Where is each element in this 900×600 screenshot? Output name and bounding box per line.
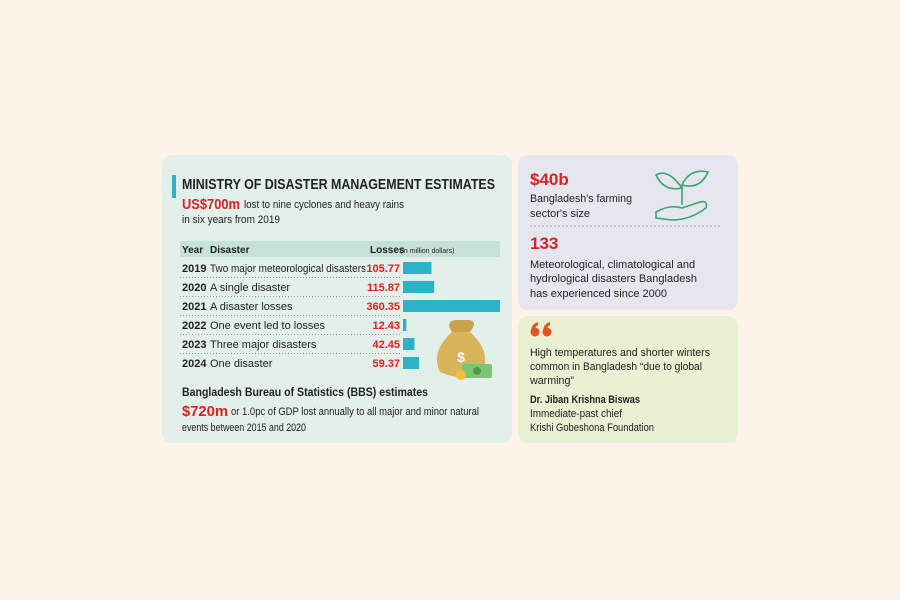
loss-value: 360.35 xyxy=(366,301,400,313)
loss-value: 59.37 xyxy=(372,358,400,370)
quote-text: warming” xyxy=(529,375,574,387)
column-header: Year xyxy=(182,245,203,256)
loss-bar xyxy=(403,338,415,350)
loss-value: 115.87 xyxy=(367,282,400,294)
left-panel xyxy=(162,155,512,443)
loss-bar xyxy=(403,281,435,293)
loss-value: 42.45 xyxy=(372,339,400,351)
loss-value: 105.77 xyxy=(366,263,400,275)
disaster: A single disaster xyxy=(210,282,290,294)
headline-text: in six years from 2019 xyxy=(182,214,280,226)
dollar-sign: $ xyxy=(457,349,465,365)
disasters-text: has experienced since 2000 xyxy=(530,288,667,300)
bottom-right-panel xyxy=(518,316,738,443)
accent-bar xyxy=(172,175,176,198)
disaster: Three major disasters xyxy=(210,339,317,351)
bbs-text: or 1.0pc of GDP lost annually to all maj… xyxy=(231,406,479,418)
farming-text: sector's size xyxy=(530,208,590,220)
plant-icon xyxy=(654,170,710,221)
quote-text: High temperatures and shorter winters xyxy=(530,347,710,359)
disasters-text: Meteorological, climatological and xyxy=(530,259,695,271)
unit-note: (in million dollars) xyxy=(400,248,454,255)
year: 2019 xyxy=(182,263,206,275)
bbs-value: $720m xyxy=(182,403,228,420)
loss-value: 12.43 xyxy=(372,320,400,332)
quote-icon xyxy=(530,322,552,337)
table-body: 2019 Two major meteorological disasters 10… xyxy=(180,262,500,370)
loss-bar xyxy=(403,319,407,331)
headline-value: US$700m xyxy=(182,196,240,213)
bbs-title: Bangladesh Bureau of Statistics (BBS) es… xyxy=(182,385,428,399)
column-header: Disaster xyxy=(210,245,250,256)
year: 2023 xyxy=(182,339,206,351)
quote-role: Krishi Gobeshona Foundation xyxy=(530,422,654,434)
quote-author: Dr. Jiban Krishna Biswas xyxy=(530,394,640,406)
quote-role: Immediate-past chief xyxy=(530,408,623,420)
disaster: One disaster xyxy=(210,358,273,370)
disasters-text: hydrological disasters Bangladesh xyxy=(530,273,697,285)
farming-value: $40b xyxy=(530,170,569,189)
bbs-text: events between 2015 and 2020 xyxy=(182,422,306,434)
year: 2020 xyxy=(182,282,206,294)
loss-bar xyxy=(403,300,500,312)
loss-bar xyxy=(403,357,419,369)
disaster: Two major meteorological disasters xyxy=(210,263,366,275)
year: 2022 xyxy=(182,320,206,332)
farming-text: Bangladesh's farming xyxy=(530,193,632,205)
year: 2021 xyxy=(182,301,206,313)
money-bag-icon: $ xyxy=(436,320,492,380)
loss-bar xyxy=(403,262,432,274)
table-header xyxy=(180,241,500,257)
title: MINISTRY OF DISASTER MANAGEMENT ESTIMATE… xyxy=(182,176,495,193)
top-right-panel xyxy=(518,155,738,310)
disaster: A disaster losses xyxy=(210,301,293,313)
year: 2024 xyxy=(182,358,207,370)
column-header: Losses xyxy=(370,245,405,256)
headline-text: lost to nine cyclones and heavy rains xyxy=(244,199,404,211)
disaster: One event led to losses xyxy=(210,320,325,332)
quote-text: common in Bangladesh “due to global xyxy=(530,361,702,373)
disasters-value: 133 xyxy=(530,234,558,253)
